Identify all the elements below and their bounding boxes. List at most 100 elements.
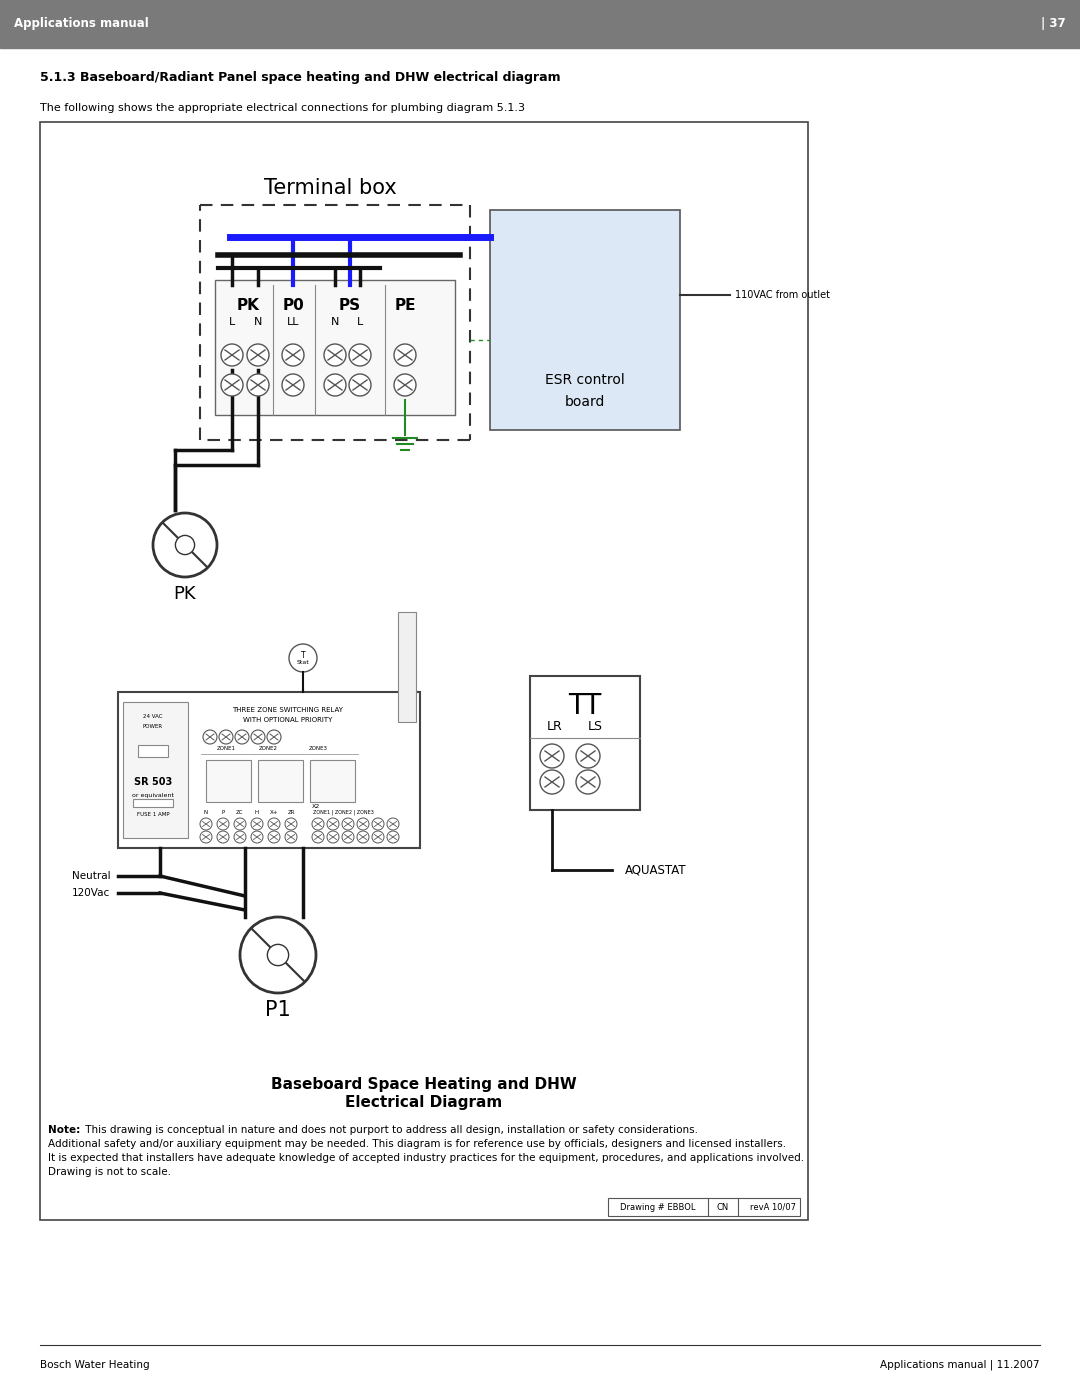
Circle shape: [219, 731, 233, 745]
Text: TT: TT: [568, 692, 602, 719]
Text: T: T: [300, 651, 306, 659]
Text: N: N: [204, 809, 208, 814]
Text: ZR: ZR: [287, 809, 295, 814]
Circle shape: [372, 819, 384, 830]
Text: It is expected that installers have adequate knowledge of accepted industry prac: It is expected that installers have adeq…: [48, 1153, 805, 1162]
Text: Applications manual | 11.2007: Applications manual | 11.2007: [880, 1359, 1040, 1370]
Text: Additional safety and/or auxiliary equipment may be needed. This diagram is for : Additional safety and/or auxiliary equip…: [48, 1139, 786, 1148]
Circle shape: [217, 831, 229, 842]
Text: Neutral: Neutral: [72, 870, 110, 882]
Circle shape: [327, 819, 339, 830]
Circle shape: [153, 513, 217, 577]
Circle shape: [357, 831, 369, 842]
Bar: [138, 745, 168, 757]
Text: ZONE1 | ZONE2 | ZONE3: ZONE1 | ZONE2 | ZONE3: [312, 809, 374, 814]
Bar: [40, 122, 808, 1220]
Circle shape: [251, 731, 265, 745]
Circle shape: [327, 831, 339, 842]
Circle shape: [576, 770, 600, 793]
Text: PS: PS: [339, 298, 361, 313]
Text: 24 VAC: 24 VAC: [144, 714, 163, 719]
Circle shape: [394, 374, 416, 395]
Bar: [206, 760, 251, 802]
Text: ZONE3: ZONE3: [309, 746, 327, 752]
Text: CN: CN: [717, 1203, 729, 1211]
Circle shape: [200, 831, 212, 842]
Circle shape: [200, 819, 212, 830]
Circle shape: [394, 344, 416, 366]
Bar: [258, 760, 303, 802]
Circle shape: [349, 344, 372, 366]
Text: X2: X2: [312, 805, 320, 809]
Text: Baseboard Space Heating and DHW: Baseboard Space Heating and DHW: [271, 1077, 577, 1092]
Circle shape: [349, 374, 372, 395]
Text: H: H: [255, 809, 259, 814]
Circle shape: [221, 374, 243, 395]
Circle shape: [268, 944, 288, 965]
Text: THREE ZONE SWITCHING RELAY: THREE ZONE SWITCHING RELAY: [232, 707, 343, 712]
Circle shape: [282, 344, 303, 366]
Text: or equivalent: or equivalent: [132, 792, 174, 798]
Circle shape: [372, 831, 384, 842]
Text: POWER: POWER: [143, 725, 163, 729]
Text: Drawing is not to scale.: Drawing is not to scale.: [48, 1166, 171, 1178]
Circle shape: [285, 819, 297, 830]
Text: 120Vac: 120Vac: [72, 888, 110, 898]
Bar: [399, 612, 416, 722]
Text: ZC: ZC: [237, 809, 244, 814]
Bar: [123, 703, 188, 838]
Text: ZONE2: ZONE2: [258, 746, 278, 752]
Text: WITH OPTIONAL PRIORITY: WITH OPTIONAL PRIORITY: [243, 717, 333, 724]
Text: L: L: [229, 317, 235, 327]
Bar: [118, 692, 420, 848]
Text: PK: PK: [237, 298, 259, 313]
Circle shape: [324, 374, 346, 395]
Text: 110VAC from outlet: 110VAC from outlet: [735, 291, 831, 300]
Text: This drawing is conceptual in nature and does not purport to address all design,: This drawing is conceptual in nature and…: [82, 1125, 698, 1134]
Text: LR: LR: [548, 719, 563, 732]
Text: Bosch Water Heating: Bosch Water Heating: [40, 1361, 150, 1370]
Text: PE: PE: [394, 298, 416, 313]
Text: L: L: [356, 317, 363, 327]
Text: LS: LS: [588, 719, 603, 732]
Circle shape: [221, 344, 243, 366]
Circle shape: [247, 344, 269, 366]
Circle shape: [540, 770, 564, 793]
Text: N: N: [254, 317, 262, 327]
Text: Terminal box: Terminal box: [264, 177, 396, 198]
Text: | 37: | 37: [1041, 18, 1066, 31]
Circle shape: [203, 731, 217, 745]
Circle shape: [268, 819, 280, 830]
Text: LL: LL: [287, 317, 299, 327]
Text: The following shows the appropriate electrical connections for plumbing diagram : The following shows the appropriate elec…: [40, 103, 525, 113]
Circle shape: [268, 831, 280, 842]
Circle shape: [387, 831, 399, 842]
Circle shape: [342, 831, 354, 842]
Text: board: board: [565, 395, 605, 409]
Text: ZONE1: ZONE1: [216, 746, 235, 752]
Circle shape: [217, 819, 229, 830]
Bar: [490, 210, 680, 430]
Text: P0: P0: [282, 298, 303, 313]
Bar: [215, 279, 455, 415]
Circle shape: [357, 819, 369, 830]
Circle shape: [387, 819, 399, 830]
Text: X+: X+: [270, 809, 279, 814]
Circle shape: [312, 831, 324, 842]
Text: Note:: Note:: [48, 1125, 80, 1134]
Circle shape: [312, 819, 324, 830]
Circle shape: [267, 731, 281, 745]
Circle shape: [234, 819, 246, 830]
Text: Stat: Stat: [297, 659, 309, 665]
Circle shape: [540, 745, 564, 768]
Circle shape: [175, 535, 194, 555]
Text: AQUASTAT: AQUASTAT: [625, 863, 687, 876]
Bar: [0, 0, 1080, 47]
Text: P1: P1: [265, 1000, 291, 1020]
Bar: [133, 799, 173, 807]
Circle shape: [289, 644, 318, 672]
Text: N: N: [330, 317, 339, 327]
Bar: [530, 676, 640, 810]
Circle shape: [247, 374, 269, 395]
Text: revA 10/07: revA 10/07: [750, 1203, 796, 1211]
